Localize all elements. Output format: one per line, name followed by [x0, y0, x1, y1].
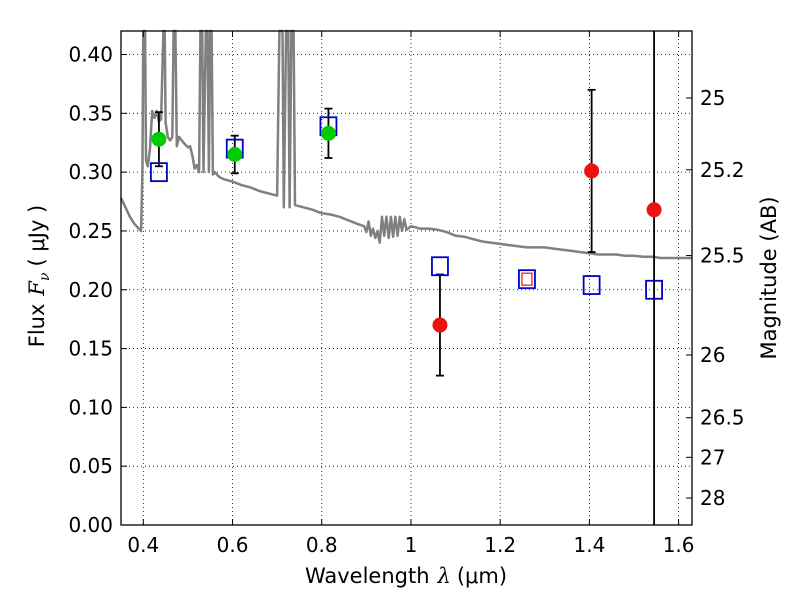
x-tick-label: 0.6 [217, 533, 249, 557]
plot-frame-layer [120, 30, 693, 526]
plot-frame [120, 30, 693, 526]
ir-observed-point [584, 163, 600, 179]
y2-axis-label: Magnitude (AB) [757, 196, 781, 359]
y-tick-label: 0.00 [68, 513, 113, 537]
y-tick-label: 0.05 [68, 454, 113, 478]
x-tick-label: 0.8 [306, 533, 338, 557]
x-tick-label: 1.2 [484, 533, 516, 557]
y2-tick-label: 25 [700, 86, 725, 110]
y2-tick-label: 26.5 [700, 406, 745, 430]
model-spectrum-line [119, 29, 692, 260]
model-point-square [582, 275, 601, 295]
optical-observed-point [151, 131, 167, 147]
grid [121, 31, 692, 526]
x-tick-label: 1.6 [663, 533, 695, 557]
y-tick-label: 0.15 [68, 337, 113, 361]
y-tick-label: 0.10 [68, 395, 113, 419]
y2-tick-label: 25.2 [700, 158, 745, 182]
y2-tick-label: 28 [700, 486, 725, 510]
x-tick-label: 0.4 [127, 533, 159, 557]
y-tick-label: 0.25 [68, 219, 113, 243]
inner-square-marker [521, 272, 533, 286]
optical-observed-point [227, 147, 243, 162]
model-spectrum-layer [119, 29, 692, 260]
tick-layer: 0.4 0.6 0.8 1 1.2 1.4 1.6 0.00 0.05 0.10 0.15 0.20 0… [68, 31, 745, 557]
y-tick-label: 0.35 [68, 101, 113, 125]
ir-observed-point [432, 317, 448, 333]
y2-tick-label: 27 [700, 445, 725, 469]
model-point-square [518, 269, 536, 290]
model-point-square [645, 279, 663, 300]
y2-tick-label: 26 [700, 343, 725, 367]
model-points-layer [150, 116, 663, 300]
model-point-square [150, 162, 168, 183]
optical-observed-point [320, 125, 336, 141]
y-tick-label: 0.30 [68, 160, 113, 184]
x-tick-label: 1 [405, 533, 418, 557]
x-axis-label: Wavelength λ (μm) [305, 564, 507, 588]
y-tick-label: 0.40 [68, 43, 113, 67]
y-tick-label: 0.20 [68, 278, 113, 302]
observed-points-layer [151, 125, 662, 333]
x-tick-label: 1.4 [573, 533, 605, 557]
y-axis-label: FluxFν( μJy ) [25, 205, 53, 347]
y2-tick-label: 25.5 [700, 244, 745, 268]
ir-observed-point [646, 202, 662, 218]
model-point-square [431, 256, 449, 277]
